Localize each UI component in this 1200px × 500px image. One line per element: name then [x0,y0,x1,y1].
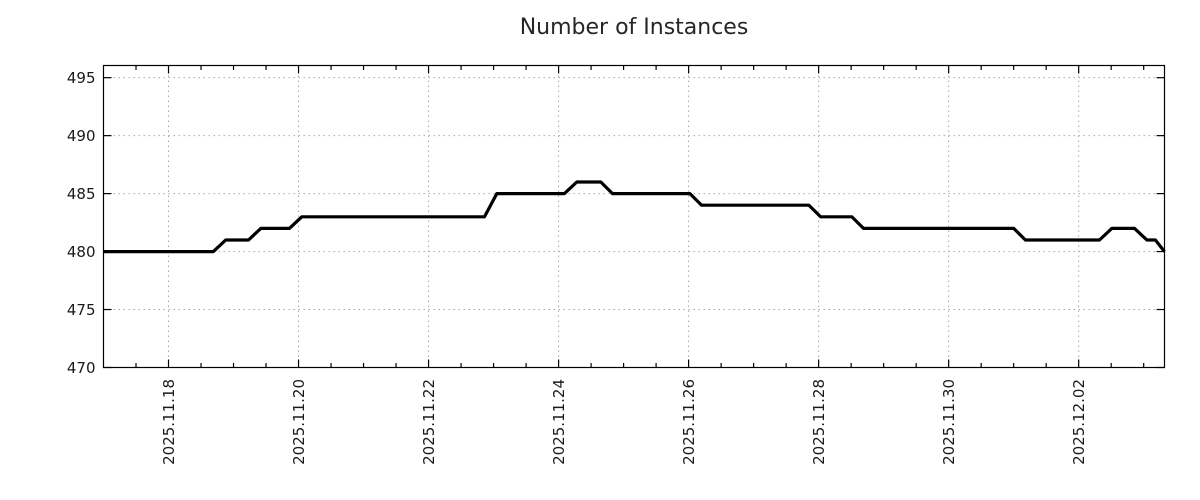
data-line [103,180,1166,254]
y-axis-tick-label: 475 [67,301,96,319]
x-axis-tick-label: 2025.11.30 [940,379,958,465]
y-axis-tick-label: 480 [67,243,96,261]
y-axis-tick-label: 490 [67,127,96,145]
x-axis-tick-label: 2025.11.22 [420,379,438,465]
x-axis-tick-label: 2025.11.20 [290,379,308,465]
y-axis-tick-label: 470 [67,359,96,377]
plot-border [102,64,1166,369]
x-axis-tick-label: 2025.11.24 [550,379,568,465]
x-axis-tick-label: 2025.11.26 [680,379,698,465]
y-axis-tick-label: 485 [67,185,96,203]
x-axis-tick-label: 2025.11.18 [160,379,178,465]
x-axis-tick-label: 2025.12.02 [1070,379,1088,465]
chart-title: Number of Instances [519,15,749,40]
x-axis-tick-label: 2025.11.28 [810,379,828,465]
y-axis-tick-label: 495 [67,69,96,87]
